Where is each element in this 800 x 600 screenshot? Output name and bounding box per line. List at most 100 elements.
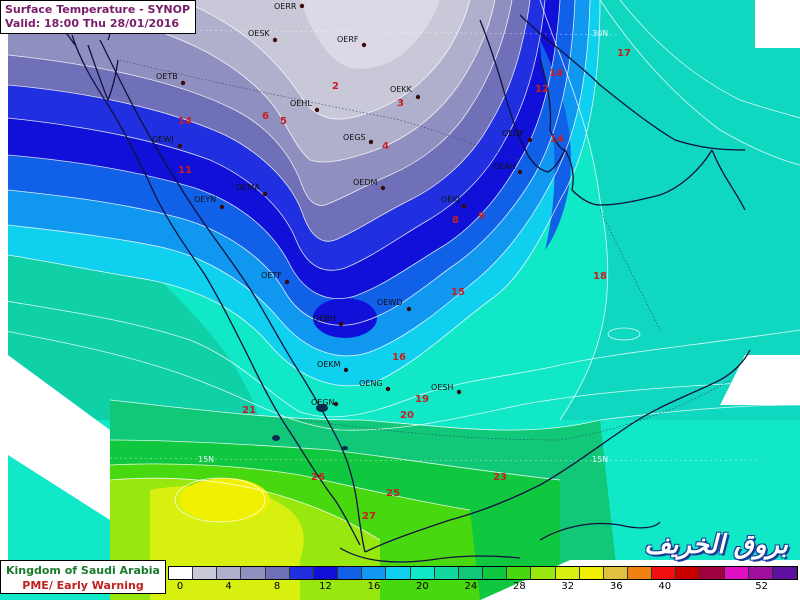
station-label: OEGS: [343, 133, 366, 142]
temp-value: 6: [262, 111, 269, 122]
station-label: OEDM: [353, 178, 378, 187]
legend-swatch: [265, 567, 290, 579]
temp-value: 19: [415, 394, 429, 405]
legend-swatch: [748, 567, 773, 579]
legend-swatch: [386, 567, 411, 579]
station-label: OEMA: [236, 183, 260, 192]
station-dot: [299, 3, 305, 9]
station-label: OEWJ: [152, 135, 174, 144]
station-label: OERF: [337, 35, 359, 44]
legend-tick-label: 20: [416, 581, 429, 592]
legend-color-bar: [168, 566, 798, 580]
legend-swatch: [724, 567, 749, 579]
station-label: OEBH: [313, 314, 336, 323]
station-dot: [343, 367, 349, 373]
temp-value: 14: [178, 116, 192, 127]
station-label: OESK: [248, 29, 270, 38]
station-label: OESH: [431, 383, 453, 392]
temperature-observations: 2 3 4 5 6 8 9 11 12 14 14 14 15 16 17 18…: [178, 48, 631, 522]
legend-tick-label: 40: [658, 581, 672, 592]
temp-value: 12: [535, 84, 549, 95]
station-dot: [333, 401, 339, 407]
map-title-box: Surface Temperature - SYNOP Valid: 18:00…: [0, 0, 196, 34]
temp-value: 14: [549, 68, 563, 79]
map-title: Surface Temperature - SYNOP: [5, 3, 191, 16]
station-label: OERR: [274, 2, 297, 11]
temp-value: 20: [400, 410, 414, 421]
station-label: OEAH: [493, 162, 516, 171]
temp-value: 27: [362, 511, 376, 522]
temp-value: 9: [478, 211, 485, 222]
station-dot: [368, 139, 374, 145]
legend-tick-label: 28: [512, 581, 526, 592]
legend-swatch: [169, 567, 194, 579]
legend-swatch: [652, 567, 677, 579]
station-dot: [314, 107, 320, 113]
station-dot: [406, 306, 412, 312]
legend-tick-label: 32: [561, 581, 575, 592]
legend-swatch: [313, 567, 339, 579]
station-label: OETB: [156, 72, 178, 81]
grid-label-30n: 30N: [592, 29, 608, 38]
legend-swatch: [676, 567, 701, 579]
station-label: OEKJ: [441, 195, 460, 204]
station-dot: [272, 37, 278, 43]
legend-swatch: [410, 567, 435, 579]
temp-value: 2: [332, 81, 339, 92]
valid-time: Valid: 18:00 Thu 28/01/2016: [5, 17, 180, 30]
legend-swatch: [700, 567, 725, 579]
station-label: OETF: [261, 271, 282, 280]
station-label: OEHL: [290, 99, 312, 108]
legend-tick-label: 8: [273, 581, 281, 592]
legend-swatch: [531, 567, 556, 579]
station-label: OEYN: [194, 195, 216, 204]
legend-swatch: [579, 567, 604, 579]
station-label: OEKM: [317, 360, 341, 369]
station-dot: [219, 204, 225, 210]
islands: [272, 404, 348, 450]
station-label: OEWD: [377, 298, 402, 307]
station-dot: [527, 137, 533, 143]
temp-value: 17: [617, 48, 631, 59]
agency-box: Kingdom of Saudi Arabia PME/ Early Warni…: [0, 560, 166, 594]
agency-name: Kingdom of Saudi Arabia: [6, 564, 160, 577]
legend-tick-label: 12: [319, 581, 332, 592]
legend-swatch: [627, 567, 653, 579]
legend-swatch: [289, 567, 314, 579]
station-label: OENG: [359, 379, 383, 388]
legend-swatch: [555, 567, 580, 579]
legend-swatch: [217, 567, 242, 579]
legend-tick-label: 16: [367, 581, 381, 592]
temp-value: 15: [451, 287, 465, 298]
station-label: OEDF: [502, 129, 525, 138]
borders: [119, 59, 731, 441]
station-dot: [177, 143, 183, 149]
temp-value: 26: [311, 472, 325, 483]
legend-labels: 0 4 8 12 16 20 24 28 32 36 40 52: [168, 581, 798, 597]
station-dot: [380, 185, 386, 191]
watermark-text: بروق الخريف: [644, 530, 788, 560]
station-dot: [361, 42, 367, 48]
grid-label-15n-west: 15N: [198, 455, 214, 464]
temp-value: 5: [280, 116, 287, 127]
temp-value: 16: [392, 352, 406, 363]
legend-swatch: [434, 567, 459, 579]
agency-division: PME/ Early Warning: [22, 579, 144, 592]
grid-label-15n-east: 15N: [592, 455, 608, 464]
legend-swatch: [507, 567, 532, 579]
station-dot: [262, 191, 268, 197]
station-dot: [338, 321, 344, 327]
legend-tick-label: 0: [176, 581, 184, 592]
legend-swatch: [338, 567, 363, 579]
station-dot: [415, 94, 421, 100]
temp-value: 21: [242, 405, 256, 416]
temp-value: 3: [397, 98, 404, 109]
coastlines: [49, 9, 751, 563]
legend-tick-label: 36: [609, 581, 623, 592]
temp-value: 25: [386, 488, 400, 499]
station-markers: OERR OESK OERF OETB OEKK OEHL OEWJ OEGS …: [152, 2, 533, 407]
legend-swatch: [362, 567, 387, 579]
